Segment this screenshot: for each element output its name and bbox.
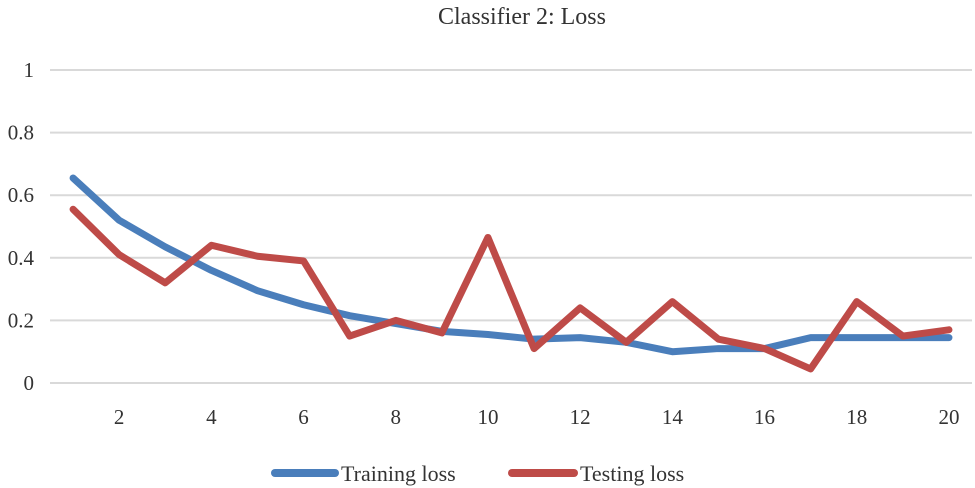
y-tick-label: 0.2 [8, 308, 34, 332]
y-axis-ticks: 0 0.2 0.4 0.6 0.8 1 [8, 58, 35, 395]
x-tick-label: 12 [570, 405, 591, 429]
x-tick-label: 14 [662, 405, 684, 429]
series-line-training-loss [69, 174, 953, 356]
x-tick-label: 6 [298, 405, 309, 429]
y-tick-label: 0 [24, 371, 35, 395]
y-tick-label: 0.8 [8, 121, 34, 145]
legend-label: Testing loss [580, 461, 684, 486]
x-axis-ticks: 2 4 6 8 10 12 14 16 18 20 [114, 405, 960, 429]
series-line-testing-loss [69, 205, 953, 373]
y-tick-label: 0.4 [8, 246, 35, 270]
gridlines [50, 69, 972, 384]
y-tick-label: 0.6 [8, 183, 34, 207]
x-tick-label: 18 [846, 405, 867, 429]
x-tick-label: 10 [477, 405, 498, 429]
series-lines [69, 174, 953, 373]
x-tick-label: 20 [938, 405, 959, 429]
legend: Training loss Testing loss [271, 461, 684, 486]
x-tick-label: 4 [206, 405, 217, 429]
x-tick-label: 8 [391, 405, 402, 429]
legend-label: Training loss [341, 461, 456, 486]
x-tick-label: 2 [114, 405, 125, 429]
y-tick-label: 1 [24, 58, 35, 82]
chart-title: Classifier 2: Loss [438, 4, 606, 30]
x-tick-label: 16 [754, 405, 775, 429]
